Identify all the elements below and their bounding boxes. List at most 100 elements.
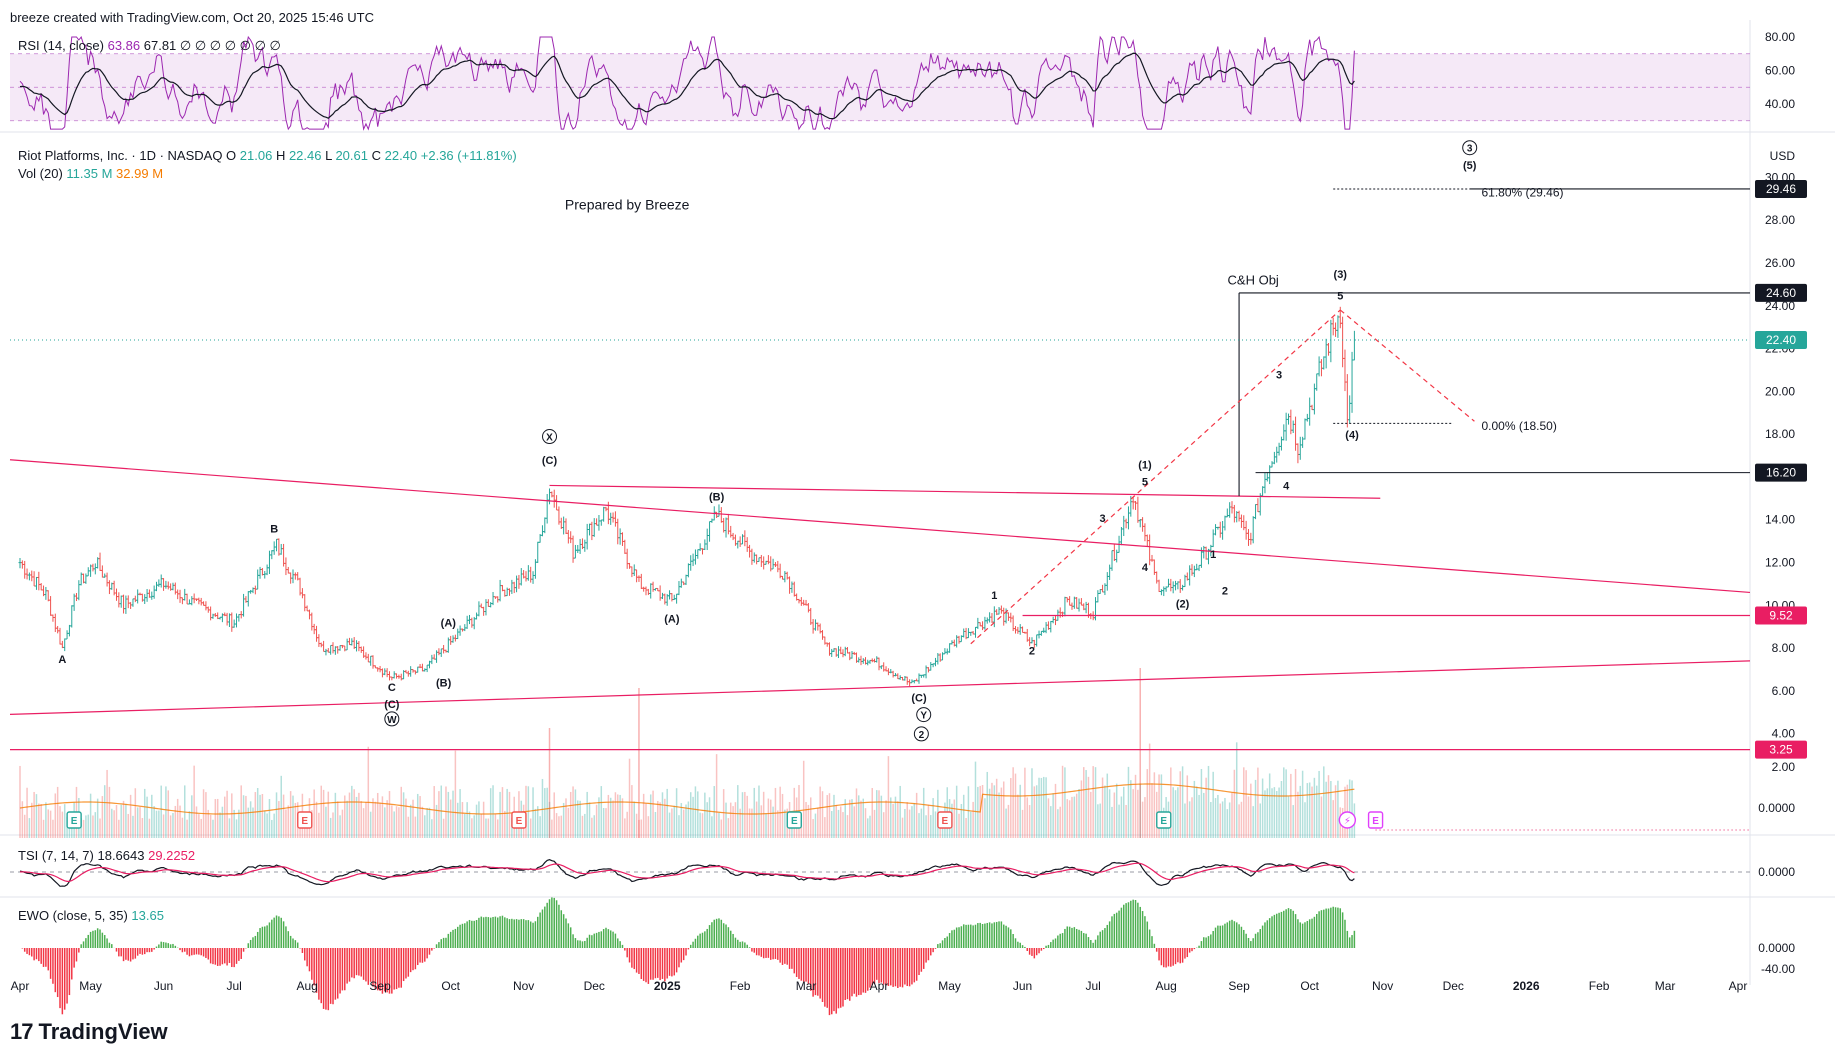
neckline	[549, 484, 1381, 499]
earnings-letter: E	[1372, 816, 1379, 827]
wave-label: X	[546, 433, 553, 444]
price-label: 16.20	[1766, 466, 1796, 480]
wave-label: (C)	[542, 455, 558, 467]
flash-icon-circle	[1338, 811, 1357, 829]
ewo-tick: 0.0000	[1758, 941, 1795, 955]
price-label-box	[1755, 330, 1807, 349]
volume-ma-line	[19, 783, 1355, 815]
price-tick: 2.00	[1772, 760, 1796, 774]
wave-label: 4	[1283, 481, 1290, 493]
tsi-signal-line	[19, 862, 1355, 883]
wave-label: (1)	[1138, 459, 1152, 471]
wave-circle	[1462, 140, 1478, 156]
wave-label: Y	[920, 711, 927, 722]
time-tick: Apr	[1729, 979, 1748, 993]
legend-value: 20.61	[335, 148, 371, 163]
earnings-letter: ⚡	[1344, 816, 1351, 827]
projection-line	[1339, 309, 1475, 422]
legend-value: 22.40	[385, 148, 421, 163]
legend-value: ∅ ∅ ∅ ∅ ∅ ∅ ∅	[180, 38, 281, 53]
time-tick: Sep	[369, 979, 391, 993]
earnings-letter: E	[516, 816, 523, 827]
wave-label: (5)	[1463, 160, 1477, 172]
wave-circle	[916, 707, 932, 723]
price-tick: 0.0000	[1758, 801, 1795, 815]
legend-value: H	[276, 148, 289, 163]
time-tick: Apr	[870, 979, 889, 993]
tradingview-mark-icon: 17	[10, 1019, 34, 1044]
time-tick: Oct	[441, 979, 460, 993]
tradingview-logo[interactable]: 17 TradingView	[10, 1017, 168, 1047]
legend-value: Vol (20)	[18, 166, 66, 181]
earnings-marker[interactable]: E	[511, 811, 527, 829]
legend-value: 21.06	[240, 148, 276, 163]
earnings-marker[interactable]: E	[297, 811, 313, 829]
earnings-icon	[1367, 811, 1384, 829]
rsi-ma-line	[19, 52, 1355, 120]
earnings-icon	[1156, 811, 1172, 829]
wave-label: 5	[1142, 476, 1148, 488]
time-tick: Aug	[296, 979, 317, 993]
legend-value: L	[325, 148, 335, 163]
legend-value: +2.36 (+11.81%)	[421, 148, 517, 163]
wave-circle	[913, 726, 929, 742]
time-tick: Aug	[1155, 979, 1176, 993]
time-tick: Nov	[1372, 979, 1393, 993]
price-label-box	[1755, 606, 1807, 625]
wave-label: (2)	[1176, 598, 1190, 610]
price-label: 22.40	[1766, 333, 1796, 347]
wave-label: (A)	[441, 618, 457, 630]
time-tick: Mar	[1655, 979, 1676, 993]
rsi-legend: RSI (14, close) 63.86 67.81 ∅ ∅ ∅ ∅ ∅ ∅ …	[18, 38, 281, 53]
price-label-box	[1755, 283, 1807, 302]
wave-label: (A)	[664, 613, 680, 625]
chart-header: breeze created with TradingView.com, Oct…	[10, 10, 374, 25]
price-label: 29.46	[1766, 182, 1796, 196]
earnings-marker[interactable]: E	[786, 811, 802, 829]
price-tick: 24.00	[1765, 299, 1795, 313]
symbol-legend: Riot Platforms, Inc. · 1D · NASDAQ O 21.…	[18, 148, 517, 163]
ch-objective-text: C&H Obj	[1228, 272, 1279, 287]
legend-value: 29.2252	[148, 848, 195, 863]
legend-value: 22.46	[289, 148, 325, 163]
price-tick: 26.00	[1765, 256, 1795, 270]
legend-value: 13.65	[131, 908, 164, 923]
fib-618-text: 61.80% (29.46)	[1481, 186, 1563, 200]
wave-label: 5	[1337, 290, 1343, 302]
time-tick: May	[79, 979, 102, 993]
legend-value: RSI (14, close)	[18, 38, 108, 53]
wave-label: W	[387, 715, 397, 726]
wave-circle	[542, 429, 558, 445]
earnings-letter: E	[791, 816, 798, 827]
wave-label: 1	[1210, 549, 1216, 561]
price-label-box	[1755, 179, 1807, 198]
time-tick: Jul	[1085, 979, 1100, 993]
rsi-tick: 80.00	[1765, 30, 1795, 44]
earnings-marker[interactable]: E	[1367, 811, 1384, 829]
earnings-icon	[786, 811, 802, 829]
price-label: 9.52	[1769, 609, 1793, 623]
earnings-marker[interactable]: ⚡	[1338, 811, 1357, 829]
earnings-icon	[66, 811, 82, 829]
time-tick: Jun	[154, 979, 173, 993]
ewo-legend: EWO (close, 5, 35) 13.65	[18, 908, 164, 923]
earnings-marker[interactable]: E	[1156, 811, 1172, 829]
price-label-box	[1755, 463, 1807, 482]
earnings-marker[interactable]: E	[66, 811, 82, 829]
rsi-tick: 40.00	[1765, 97, 1795, 111]
time-tick: 2025	[654, 979, 681, 993]
wave-label: (C)	[384, 699, 400, 711]
time-tick: 2026	[1513, 979, 1540, 993]
uptrend-line	[9, 660, 1751, 715]
rsi-tick: 60.00	[1765, 64, 1795, 78]
earnings-marker[interactable]: E	[937, 811, 953, 829]
legend-value: 63.86	[108, 38, 144, 53]
earnings-icon	[511, 811, 527, 829]
earnings-icon	[297, 811, 313, 829]
wave-label: 2	[1029, 645, 1035, 657]
wave-label: (4)	[1345, 429, 1359, 441]
price-tick: 20.00	[1765, 384, 1795, 398]
wave-label: 2	[919, 730, 925, 741]
wave-label: (B)	[436, 678, 452, 690]
